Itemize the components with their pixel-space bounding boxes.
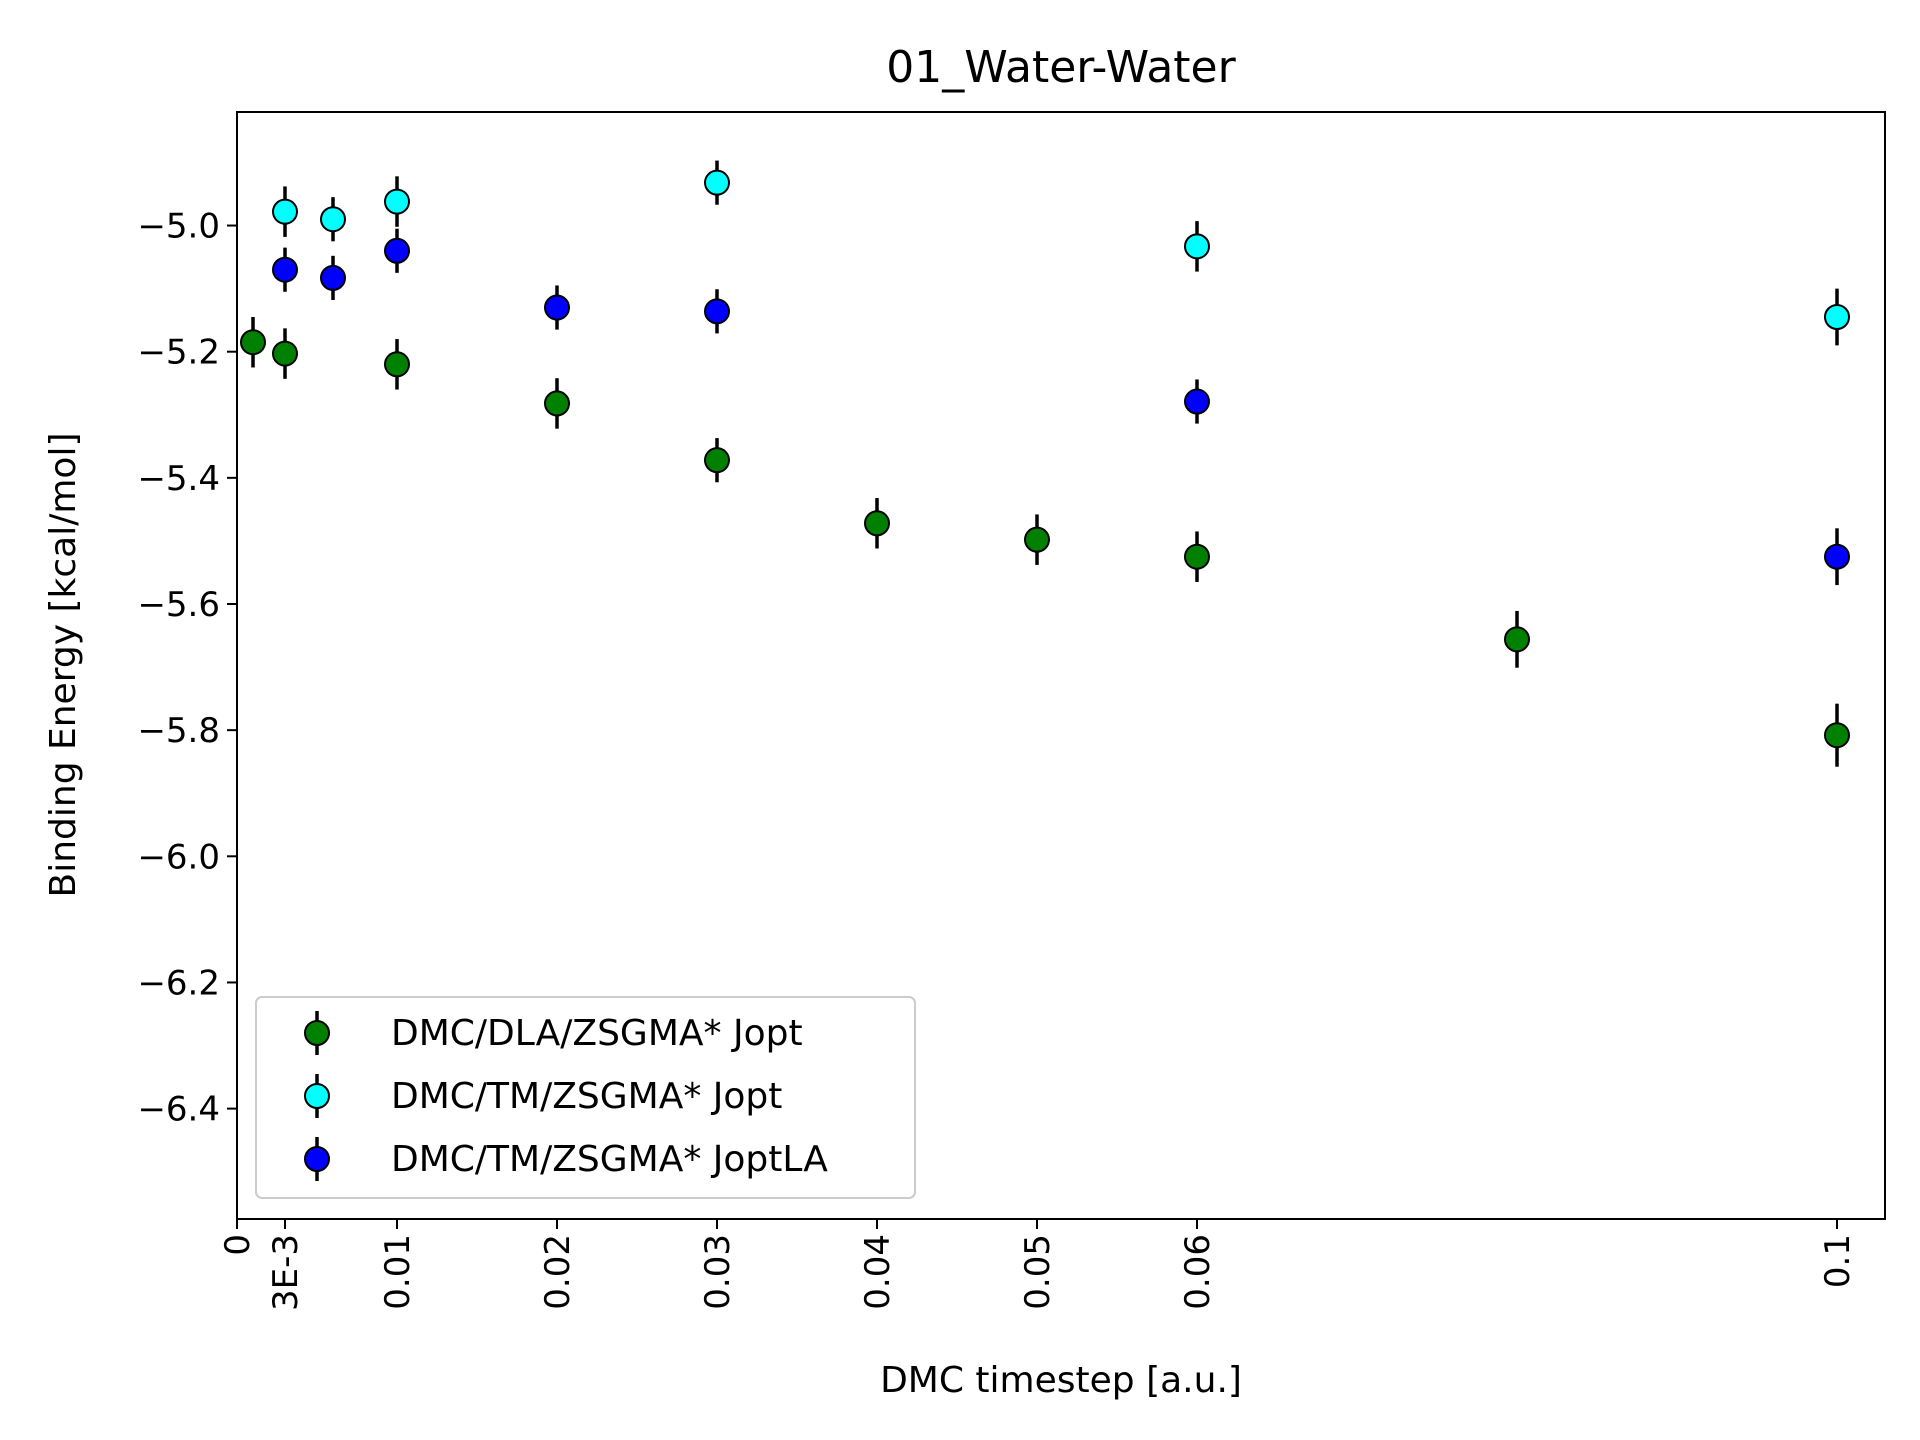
data-point	[864, 510, 890, 537]
x-tick-label: 3E-3	[266, 1234, 306, 1311]
y-tick-label: −5.0	[137, 207, 220, 247]
legend-item: DMC/TM/ZSGMA* Jopt	[304, 1074, 782, 1118]
series-1	[240, 317, 1850, 767]
data-point	[1504, 626, 1530, 653]
data-point	[1824, 722, 1850, 749]
legend-box	[255, 996, 916, 1199]
legend-marker	[304, 1020, 330, 1046]
y-tick-label: −5.2	[137, 333, 220, 373]
x-tick-label: 0	[218, 1234, 258, 1256]
legend-item: DMC/TM/ZSGMA* JoptLA	[304, 1137, 828, 1181]
x-tick-label: 0.06	[1178, 1234, 1218, 1310]
y-tick-label: −6.4	[137, 1090, 220, 1130]
x-tick-label: 0.04	[858, 1234, 898, 1310]
data-point	[240, 329, 266, 356]
legend-label: DMC/DLA/ZSGMA* Jopt	[391, 1013, 803, 1054]
data-point	[320, 264, 346, 291]
data-point	[704, 298, 730, 325]
data-point	[272, 256, 298, 283]
y-tick-label: −6.0	[137, 837, 220, 877]
data-point	[1184, 233, 1210, 260]
chart-title: 01_Water-Water	[886, 42, 1236, 93]
data-point	[704, 447, 730, 474]
data-point	[1184, 543, 1210, 570]
data-point	[384, 237, 410, 264]
data-point	[1824, 543, 1850, 570]
data-point	[544, 390, 570, 417]
y-axis-label: Binding Energy [kcal/mol]	[43, 433, 84, 898]
y-tick-label: −5.4	[137, 459, 220, 499]
data-point	[704, 169, 730, 196]
plot-layer	[240, 160, 1850, 767]
data-point	[544, 294, 570, 321]
series-3	[272, 228, 1850, 586]
x-tick-label: 0.01	[378, 1234, 418, 1310]
y-tick-label: −5.6	[137, 585, 220, 625]
data-point	[384, 351, 410, 378]
data-point	[272, 198, 298, 225]
data-point	[320, 206, 346, 233]
data-point	[1824, 304, 1850, 330]
y-tick-label: −5.8	[137, 711, 220, 751]
data-point	[1184, 388, 1210, 415]
plot-frame	[236, 111, 1886, 1220]
x-tick-label: 0.05	[1018, 1234, 1058, 1310]
series-2	[272, 160, 1850, 346]
data-point	[384, 188, 410, 215]
data-point	[1024, 526, 1050, 553]
y-tick-label: −6.2	[137, 963, 220, 1003]
x-axis-label: DMC timestep [a.u.]	[880, 1360, 1242, 1401]
legend-marker	[304, 1146, 330, 1172]
x-tick-label: 0.02	[538, 1234, 578, 1310]
axis-ticks: 0 3E-3 0.01 0.02 0.03 0.04 0.05 0.06 0.1 −5.0 −5.2…	[137, 207, 1858, 1311]
legend-label: DMC/TM/ZSGMA* JoptLA	[391, 1139, 828, 1180]
legend-label: DMC/TM/ZSGMA* Jopt	[391, 1076, 782, 1117]
legend-item: DMC/DLA/ZSGMA* Jopt	[304, 1011, 803, 1055]
legend: DMC/DLA/ZSGMA* Jopt DMC/TM/ZSGMA* Jopt DMC…	[255, 996, 916, 1199]
x-tick-label: 0.1	[1818, 1234, 1858, 1288]
x-tick-label: 0.03	[698, 1234, 738, 1310]
data-point	[272, 340, 298, 367]
legend-marker	[304, 1083, 330, 1109]
